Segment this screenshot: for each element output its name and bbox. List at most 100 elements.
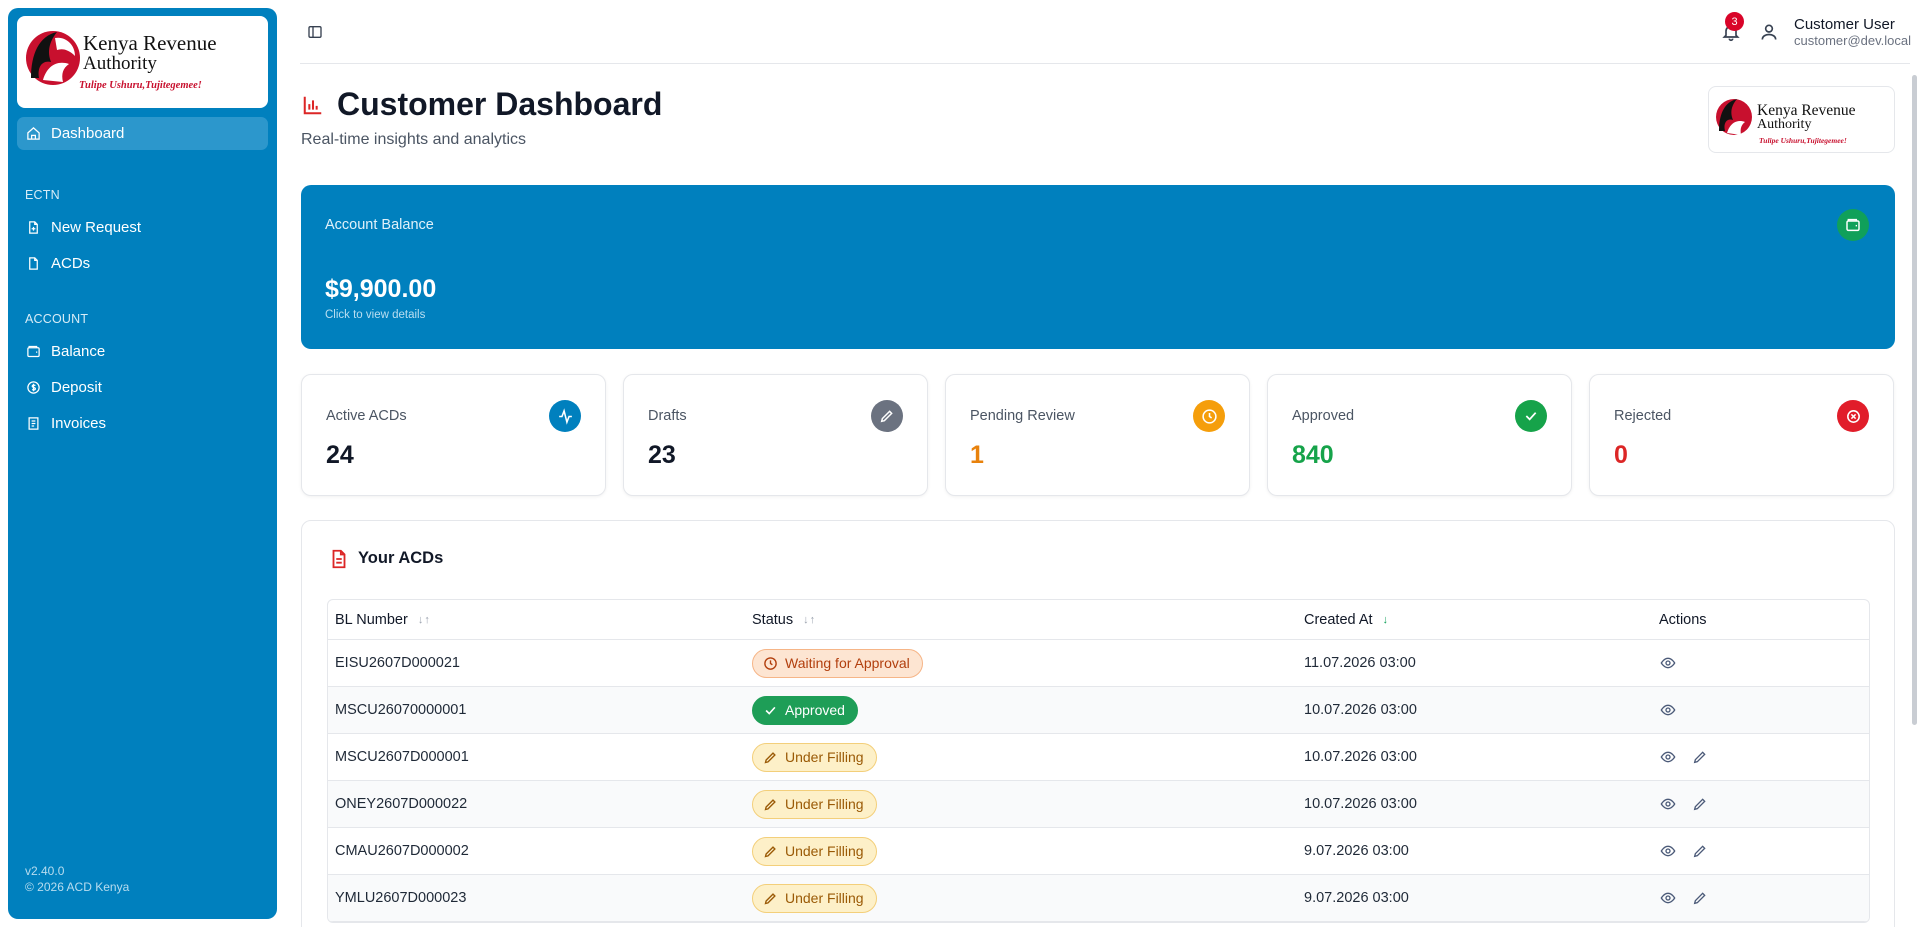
- sidebar: Kenya Revenue Authority Tulipe Ushuru,Tu…: [8, 8, 277, 919]
- stat-label: Approved: [1292, 408, 1355, 424]
- balance-label: Account Balance: [325, 217, 434, 233]
- stat-card-active-acds[interactable]: Active ACDs 24: [301, 374, 606, 496]
- header-kra-logo: Kenya Revenue Authority Tulipe Ushuru,Tu…: [1708, 86, 1895, 153]
- balance-hint: Click to view details: [325, 309, 426, 321]
- receipt-icon: [28, 417, 39, 430]
- clock-icon: [764, 656, 777, 670]
- page-scrollbar[interactable]: [1912, 75, 1917, 725]
- stat-card-drafts[interactable]: Drafts 23: [623, 374, 928, 496]
- user-name[interactable]: Customer User: [1794, 16, 1895, 33]
- view-button[interactable]: [1659, 889, 1677, 907]
- bl-number-cell: MSCU26070000001: [335, 702, 467, 718]
- bl-number-cell: ONEY2607D000022: [335, 796, 468, 812]
- actions-cell: [1659, 781, 1723, 827]
- eye-icon: [1660, 657, 1676, 669]
- your-acds-card: Your ACDs BL Number ↓↑ Status ↓↑ Created A…: [301, 520, 1895, 927]
- pencil-icon: [1693, 751, 1706, 764]
- stat-value: 0: [1614, 441, 1628, 469]
- status-badge: Under Filling: [752, 883, 877, 913]
- created-at-cell: 9.07.2026 03:00: [1304, 843, 1409, 859]
- check-icon: [765, 706, 776, 715]
- topbar: 3 Customer User customer@dev.local: [300, 0, 1911, 64]
- sidebar-item-dashboard[interactable]: Dashboard: [17, 117, 268, 150]
- bl-number-cell: MSCU2607D000001: [335, 749, 469, 765]
- sidebar-item-invoices[interactable]: Invoices: [17, 407, 268, 440]
- panel-left-icon: [308, 26, 322, 38]
- stat-value: 1: [970, 441, 984, 469]
- pencil-icon: [764, 845, 776, 857]
- created-at-cell: 11.07.2026 03:00: [1304, 655, 1416, 671]
- stat-icon-badge: [549, 400, 581, 432]
- view-button[interactable]: [1659, 654, 1677, 672]
- pencil-icon: [764, 798, 776, 810]
- stat-label: Drafts: [648, 408, 687, 424]
- pencil-icon: [880, 410, 893, 423]
- stat-label: Pending Review: [970, 408, 1075, 424]
- user-email: customer@dev.local: [1794, 33, 1911, 48]
- account-balance-card[interactable]: Account Balance $9,900.00 Click to view …: [301, 185, 1895, 349]
- stat-value: 24: [326, 441, 354, 469]
- svg-text:Kenya Revenue: Kenya Revenue: [1757, 102, 1856, 119]
- pencil-icon: [764, 751, 776, 763]
- stat-card-rejected[interactable]: Rejected 0: [1589, 374, 1894, 496]
- bar-chart-icon: [303, 96, 322, 115]
- section-title: Your ACDs: [358, 549, 444, 567]
- pencil-icon: [764, 892, 776, 904]
- view-button[interactable]: [1659, 748, 1677, 766]
- acds-table: BL Number ↓↑ Status ↓↑ Created At ↓ Actions…: [327, 599, 1870, 923]
- eye-icon: [1660, 892, 1676, 904]
- svg-text:Authority: Authority: [1757, 117, 1811, 132]
- column-header-status[interactable]: Status ↓↑: [752, 611, 817, 628]
- kra-logo[interactable]: Kenya Revenue Authority Tulipe Ushuru,Tu…: [17, 16, 268, 108]
- svg-text:Tulipe Ushuru,Tujitegemee!: Tulipe Ushuru,Tujitegemee!: [79, 80, 202, 91]
- sidebar-toggle-button[interactable]: [300, 18, 330, 46]
- sidebar-item-balance[interactable]: Balance: [17, 335, 268, 368]
- sidebar-item-label: Dashboard: [51, 125, 125, 142]
- sidebar-item-label: Deposit: [51, 379, 102, 396]
- edit-button[interactable]: [1691, 795, 1709, 813]
- sidebar-item-acds[interactable]: ACDs: [17, 247, 268, 280]
- balance-amount: $9,900.00: [325, 275, 437, 303]
- created-at-cell: 10.07.2026 03:00: [1304, 749, 1417, 765]
- app-version: v2.40.0: [25, 864, 65, 878]
- status-badge: Under Filling: [752, 836, 877, 866]
- column-header-actions: Actions: [1659, 611, 1707, 628]
- user-menu-button[interactable]: [1755, 18, 1783, 46]
- sidebar-item-new-request[interactable]: New Request: [17, 211, 268, 244]
- table-row[interactable]: ONEY2607D000022 Under Filling 10.07.2026 0…: [328, 781, 1869, 828]
- column-header-created-at[interactable]: Created At ↓: [1304, 611, 1390, 628]
- edit-button[interactable]: [1691, 889, 1709, 907]
- copyright: © 2026 ACD Kenya: [25, 880, 130, 894]
- notification-count-badge: 3: [1725, 12, 1744, 31]
- view-button[interactable]: [1659, 842, 1677, 860]
- stat-card-pending-review[interactable]: Pending Review 1: [945, 374, 1250, 496]
- sidebar-item-label: Invoices: [51, 415, 107, 432]
- created-at-cell: 10.07.2026 03:00: [1304, 796, 1417, 812]
- sidebar-item-deposit[interactable]: Deposit: [17, 371, 268, 404]
- sidebar-item-label: New Request: [51, 219, 142, 236]
- table-row[interactable]: MSCU2607D000001 Under Filling 10.07.2026 0…: [328, 734, 1869, 781]
- view-button[interactable]: [1659, 701, 1677, 719]
- sidebar-item-label: Balance: [51, 343, 106, 360]
- column-header-bl-number[interactable]: BL Number ↓↑: [335, 611, 431, 628]
- actions-cell: [1659, 828, 1723, 874]
- stat-label: Active ACDs: [326, 408, 407, 424]
- check-icon: [1525, 412, 1537, 421]
- table-row[interactable]: MSCU26070000001 Approved 10.07.2026 03:00: [328, 687, 1869, 734]
- svg-text:Tulipe Ushuru,Tujitegemee!: Tulipe Ushuru,Tujitegemee!: [1759, 136, 1847, 145]
- table-row[interactable]: YMLU2607D000023 Under Filling 9.07.2026 03…: [328, 875, 1869, 922]
- table-row[interactable]: EISU2607D000021 Waiting for Approval 11.07…: [328, 640, 1869, 687]
- created-at-cell: 10.07.2026 03:00: [1304, 702, 1417, 718]
- edit-button[interactable]: [1691, 842, 1709, 860]
- view-button[interactable]: [1659, 795, 1677, 813]
- stat-icon-badge: [1515, 400, 1547, 432]
- table-row[interactable]: CMAU2607D000002 Under Filling 9.07.2026 03…: [328, 828, 1869, 875]
- wallet-icon: [27, 345, 40, 358]
- stat-card-approved[interactable]: Approved 840: [1267, 374, 1572, 496]
- sort-icon: ↓↑: [417, 613, 431, 626]
- edit-button[interactable]: [1691, 748, 1709, 766]
- kra-lion-logo-icon: Kenya Revenue Authority Tulipe Ushuru,Tu…: [1716, 99, 1856, 145]
- sort-icon: ↓↑: [803, 613, 817, 626]
- table-header-row: BL Number ↓↑ Status ↓↑ Created At ↓ Actions: [328, 600, 1869, 640]
- clock-icon: [1201, 408, 1217, 424]
